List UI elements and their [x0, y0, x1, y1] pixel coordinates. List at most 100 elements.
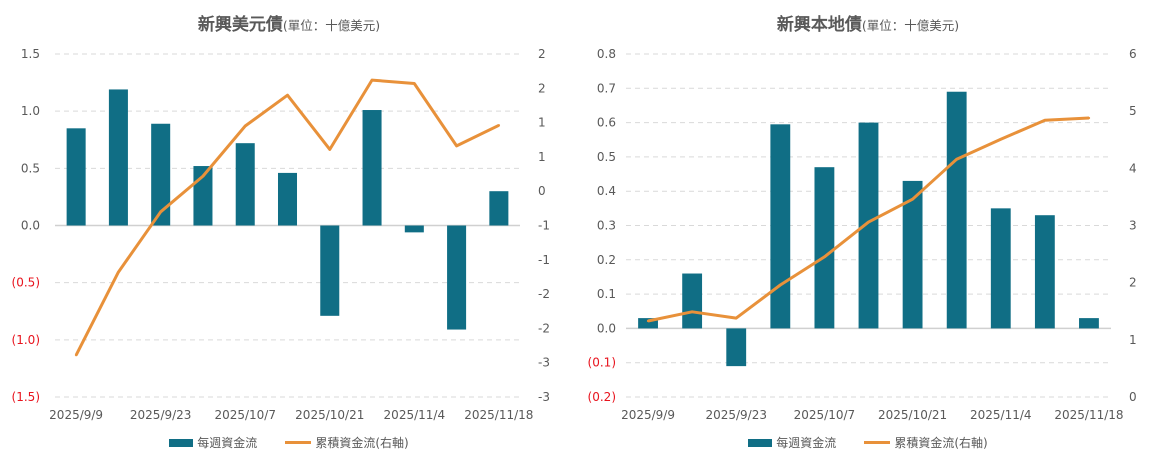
y2-tick-label: 2 — [1129, 276, 1137, 290]
line-point — [201, 174, 205, 178]
chart-title-main: 新興本地債 — [776, 15, 862, 35]
y-tick-label: 0.0 — [21, 219, 40, 233]
legend-label: 每週資金流 — [197, 436, 258, 450]
bar-weekly-flow — [151, 123, 171, 226]
legend-label: 累積資金流(右軸) — [894, 436, 988, 450]
bar-weekly-flow — [770, 124, 791, 329]
y2-tick-label: 3 — [1129, 219, 1137, 233]
bar-weekly-flow — [682, 273, 703, 329]
y-tick-label: 1.0 — [21, 104, 40, 118]
bar-weekly-flow — [277, 172, 298, 226]
chart-panel-usd-bonds: 新興美元債(單位：十億美元) 1.5 1.0 0.5 0.0 (0.5) (1.0) (1.… — [0, 0, 578, 468]
legend-label: 累積資金流(右軸) — [315, 436, 409, 450]
bar-weekly-flow — [858, 122, 879, 329]
legend-swatch-line — [285, 441, 312, 444]
y-tick-label: 0.1 — [597, 287, 616, 301]
line-point — [455, 144, 458, 148]
y2-tick-label: 5 — [1129, 104, 1137, 118]
line-point — [1043, 119, 1047, 122]
line-point — [159, 210, 162, 213]
x-tick-label: 2025/11/4 — [384, 408, 446, 422]
bar-weekly-flow — [362, 110, 382, 226]
bar-weekly-flow — [1034, 215, 1055, 329]
line-point — [735, 316, 738, 320]
line-point — [779, 283, 782, 287]
y-tick-label: (1.0) — [12, 333, 40, 347]
legend-item-cumulative: 累積資金流(右軸) — [285, 434, 409, 451]
y-tick-label: 0.2 — [597, 253, 616, 267]
bar-weekly-flow — [320, 225, 340, 316]
y2-tick-label: 0 — [538, 184, 546, 198]
line-point — [286, 93, 289, 97]
line-point — [1087, 116, 1091, 120]
chart-title-main: 新興美元債 — [197, 15, 283, 35]
y2-tick-label: -3 — [538, 356, 550, 370]
x-tick-label: 2025/9/23 — [130, 408, 192, 422]
y2-tick-label: -1 — [538, 253, 550, 267]
bar-weekly-flow — [726, 328, 747, 367]
legend-item-cumulative: 累積資金流(右軸) — [864, 434, 988, 451]
y-tick-label: 0.7 — [597, 81, 616, 95]
chart-svg: 0.8 0.7 0.6 0.5 0.4 0.3 0.2 0.1 0.0 (0.1) (0.2) 6 5 4… — [588, 47, 1137, 422]
line-point — [690, 310, 694, 314]
bar-weekly-flow — [404, 225, 424, 233]
y2-tick-label: 4 — [1129, 161, 1137, 175]
y-tick-label: 0.0 — [597, 321, 616, 335]
bar-weekly-flow — [638, 318, 658, 329]
y2-tick-label: 1 — [538, 116, 546, 130]
bar-weekly-flow — [235, 143, 255, 226]
bar-weekly-flow — [489, 191, 509, 226]
chart-title-unit: (單位：十億美元) — [861, 18, 960, 33]
legend-swatch-bar — [748, 438, 773, 447]
legend-label: 每週資金流 — [776, 436, 837, 450]
chart-panel-local-bonds: 新興本地債(單位：十億美元) 0.8 0.7 0.6 0.5 0.4 0.3 0.2 0.1 0… — [579, 0, 1157, 468]
x-tick-label: 2025/9/23 — [705, 408, 767, 422]
y-tick-label: (1.5) — [12, 390, 40, 404]
y-tick-label: 1.5 — [21, 47, 40, 61]
x-tick-label: 2025/10/21 — [295, 408, 364, 422]
y2-tick-label: 6 — [1129, 47, 1137, 61]
chart-title-unit: (單位：十億美元) — [282, 18, 381, 33]
chart-legend: 每週資金流 累積資金流(右軸) — [579, 434, 1157, 451]
y-tick-label: 0.6 — [597, 116, 616, 130]
x-tick-label: 2025/11/4 — [970, 408, 1032, 422]
bar-weekly-flow — [108, 89, 128, 226]
line-point — [867, 220, 870, 224]
y2-tick-label: -2 — [538, 287, 550, 301]
line-point — [497, 124, 501, 127]
chart-legend: 每週資金流 累積資金流(右軸) — [0, 434, 578, 451]
y2-tick-label: 1 — [1129, 333, 1137, 347]
bar-weekly-flow — [66, 128, 86, 226]
bar-weekly-flow — [814, 167, 835, 329]
chart-title: 新興美元債(單位：十億美元) — [0, 10, 578, 35]
line-point — [646, 319, 650, 323]
y-tick-label: 0.5 — [21, 161, 40, 175]
x-tick-label: 2025/10/7 — [214, 408, 276, 422]
y-tick-label: (0.1) — [588, 356, 616, 370]
bar-weekly-flow — [990, 208, 1011, 329]
x-tick-label: 2025/9/9 — [621, 408, 675, 422]
chart-svg: 1.5 1.0 0.5 0.0 (0.5) (1.0) (1.5) 2 2 1 1 0 -1 -1 -2 -2… — [12, 47, 550, 422]
bar-weekly-flow — [946, 91, 967, 329]
x-tick-label: 2025/9/9 — [49, 408, 103, 422]
bar-weekly-flow — [902, 180, 923, 329]
x-tick-label: 2025/10/7 — [794, 408, 856, 422]
y-tick-label: 0.8 — [597, 47, 616, 61]
line-point — [244, 124, 247, 128]
y-tick-label: 0.3 — [597, 219, 616, 233]
x-tick-label: 2025/11/18 — [1054, 408, 1123, 422]
line-point — [911, 198, 914, 201]
y2-tick-label: -3 — [538, 390, 550, 404]
y2-tick-label: 0 — [1129, 390, 1137, 404]
y2-tick-label: 2 — [538, 81, 546, 95]
bar-weekly-flow — [1079, 318, 1099, 329]
x-tick-label: 2025/10/21 — [878, 408, 947, 422]
line-point — [413, 82, 416, 85]
line-point — [823, 255, 826, 259]
line-point — [117, 270, 120, 274]
legend-swatch-line — [864, 441, 891, 444]
line-point — [74, 353, 78, 357]
y2-tick-label: 1 — [538, 150, 546, 164]
y-tick-label: 0.4 — [597, 184, 616, 198]
y2-tick-label: -1 — [538, 219, 550, 233]
